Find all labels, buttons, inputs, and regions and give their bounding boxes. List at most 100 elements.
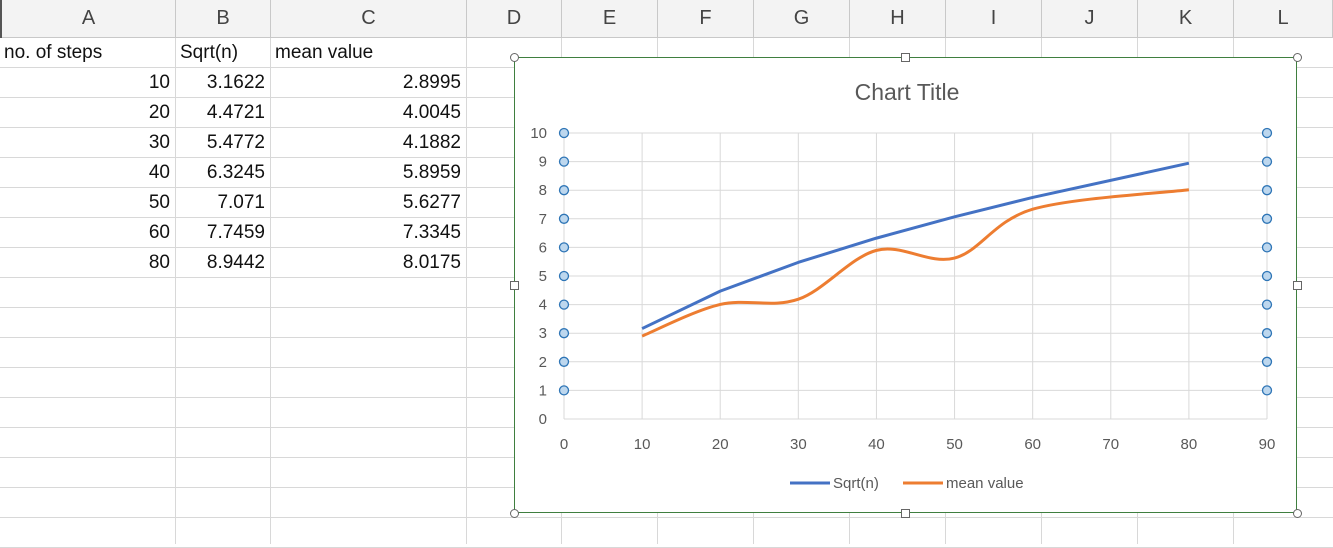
column-header-g[interactable]: G — [754, 0, 850, 38]
column-header-j[interactable]: J — [1042, 0, 1138, 38]
axis-handle[interactable] — [558, 185, 570, 196]
cell-a8[interactable]: 80 — [148, 252, 170, 273]
axis-handle[interactable] — [1261, 242, 1273, 253]
series-line-mean-value[interactable] — [641, 188, 1190, 338]
cell-c7[interactable]: 7.3345 — [402, 222, 461, 243]
axis-handle[interactable] — [1261, 328, 1273, 339]
axis-handle[interactable] — [1261, 185, 1273, 196]
cell-b4[interactable]: 5.4772 — [206, 132, 265, 153]
chart-legend[interactable]: Sqrt(n) mean value — [790, 475, 1024, 492]
y-tick-label: 5 — [539, 268, 547, 285]
cell-a3[interactable]: 20 — [148, 102, 170, 123]
corner-resize-handle[interactable] — [509, 508, 519, 518]
axis-handle[interactable] — [558, 328, 570, 339]
x-tick-label: 80 — [1181, 436, 1198, 453]
y-axis-tick-labels: 0 1 2 3 4 5 6 7 8 9 10 — [530, 125, 547, 428]
cell-c2[interactable]: 2.8995 — [402, 72, 461, 93]
chart-object[interactable]: Chart Title 0 1 2 3 4 5 6 7 8 9 10 0 10 20 30 40 50 60 70… — [514, 57, 1297, 513]
cell-b6[interactable]: 7.071 — [217, 192, 265, 213]
cell-b8[interactable]: 8.9442 — [206, 252, 265, 273]
y-tick-label: 10 — [530, 125, 547, 142]
cell-b7[interactable]: 7.7459 — [206, 222, 265, 243]
column-gridline — [175, 38, 176, 544]
column-header-edge — [0, 0, 2, 38]
x-tick-label: 40 — [868, 436, 885, 453]
y-tick-label: 9 — [539, 154, 547, 171]
column-header-a[interactable]: A — [2, 0, 176, 38]
x-tick-label: 70 — [1102, 436, 1119, 453]
axis-handle[interactable] — [1261, 299, 1273, 310]
cell-c4[interactable]: 4.1882 — [402, 132, 461, 153]
legend-label[interactable]: Sqrt(n) — [833, 475, 879, 492]
cell-b3[interactable]: 4.4721 — [206, 102, 265, 123]
axis-handle[interactable] — [558, 356, 570, 367]
cell-a5[interactable]: 40 — [148, 162, 170, 183]
corner-resize-handle[interactable] — [1292, 508, 1302, 518]
cell-b5[interactable]: 6.3245 — [206, 162, 265, 183]
y-tick-label: 8 — [539, 182, 547, 199]
y-tick-label: 3 — [539, 325, 547, 342]
edge-resize-handle[interactable] — [1292, 280, 1302, 290]
x-tick-label: 0 — [560, 436, 568, 453]
y-tick-label: 0 — [539, 411, 547, 428]
edge-resize-handle[interactable] — [901, 52, 910, 62]
axis-handle[interactable] — [1261, 356, 1273, 367]
axis-handle[interactable] — [1261, 385, 1273, 396]
axis-handle[interactable] — [1261, 127, 1273, 139]
y-tick-label: 6 — [539, 239, 547, 256]
cell-b2[interactable]: 3.1622 — [206, 72, 265, 93]
axis-handle[interactable] — [558, 156, 570, 167]
axis-handle[interactable] — [1261, 156, 1273, 167]
axis-handle[interactable] — [558, 299, 570, 310]
y-tick-label: 2 — [539, 354, 547, 371]
y-tick-label: 1 — [539, 382, 547, 399]
cell-b1[interactable]: Sqrt(n) — [180, 42, 239, 63]
axis-handle[interactable] — [558, 270, 570, 282]
cell-a7[interactable]: 60 — [148, 222, 170, 243]
corner-resize-handle[interactable] — [509, 52, 519, 62]
legend-label[interactable]: mean value — [946, 475, 1024, 492]
x-tick-label: 20 — [712, 436, 729, 453]
column-header-l[interactable]: L — [1234, 0, 1333, 38]
cell-a4[interactable]: 30 — [148, 132, 170, 153]
axis-selection-handles[interactable] — [558, 127, 1273, 396]
row-gridline — [0, 517, 1333, 518]
cell-c3[interactable]: 4.0045 — [402, 102, 461, 123]
cell-a6[interactable]: 50 — [148, 192, 170, 213]
column-header-i[interactable]: I — [946, 0, 1042, 38]
cell-a1[interactable]: no. of steps — [4, 42, 103, 63]
column-gridline — [466, 38, 467, 544]
chart-gridlines — [563, 132, 1268, 420]
axis-handle[interactable] — [558, 127, 570, 139]
x-tick-label: 10 — [634, 436, 651, 453]
axis-handle[interactable] — [558, 242, 570, 253]
x-tick-label: 30 — [790, 436, 807, 453]
cell-c8[interactable]: 8.0175 — [402, 252, 461, 273]
edge-resize-handle[interactable] — [509, 280, 519, 290]
column-header-b[interactable]: B — [176, 0, 271, 38]
column-header-k[interactable]: K — [1138, 0, 1234, 38]
chart-series[interactable] — [641, 161, 1190, 338]
column-header-c[interactable]: C — [271, 0, 467, 38]
axis-handle[interactable] — [1261, 270, 1273, 282]
x-tick-label: 50 — [946, 436, 963, 453]
column-header-f[interactable]: F — [658, 0, 754, 38]
cell-a2[interactable]: 10 — [148, 72, 170, 93]
line-chart: Chart Title 0 1 2 3 4 5 6 7 8 9 10 0 10 20 30 40 50 60 70… — [530, 79, 1276, 492]
series-line-sqrt-n[interactable] — [641, 161, 1190, 330]
x-axis-tick-labels: 0 10 20 30 40 50 60 70 80 90 — [560, 436, 1276, 453]
cell-c5[interactable]: 5.8959 — [402, 162, 461, 183]
column-header-h[interactable]: H — [850, 0, 946, 38]
axis-handle[interactable] — [558, 385, 570, 396]
edge-resize-handle[interactable] — [901, 508, 910, 518]
axis-handle[interactable] — [1261, 213, 1273, 224]
x-tick-label: 90 — [1259, 436, 1276, 453]
cell-c6[interactable]: 5.6277 — [402, 192, 461, 213]
axis-handle[interactable] — [558, 213, 570, 224]
cell-c1[interactable]: mean value — [275, 42, 374, 63]
corner-resize-handle[interactable] — [1292, 52, 1302, 62]
column-header-d[interactable]: D — [467, 0, 562, 38]
chart-title[interactable]: Chart Title — [855, 79, 960, 105]
column-header-e[interactable]: E — [562, 0, 658, 38]
x-tick-label: 60 — [1024, 436, 1041, 453]
